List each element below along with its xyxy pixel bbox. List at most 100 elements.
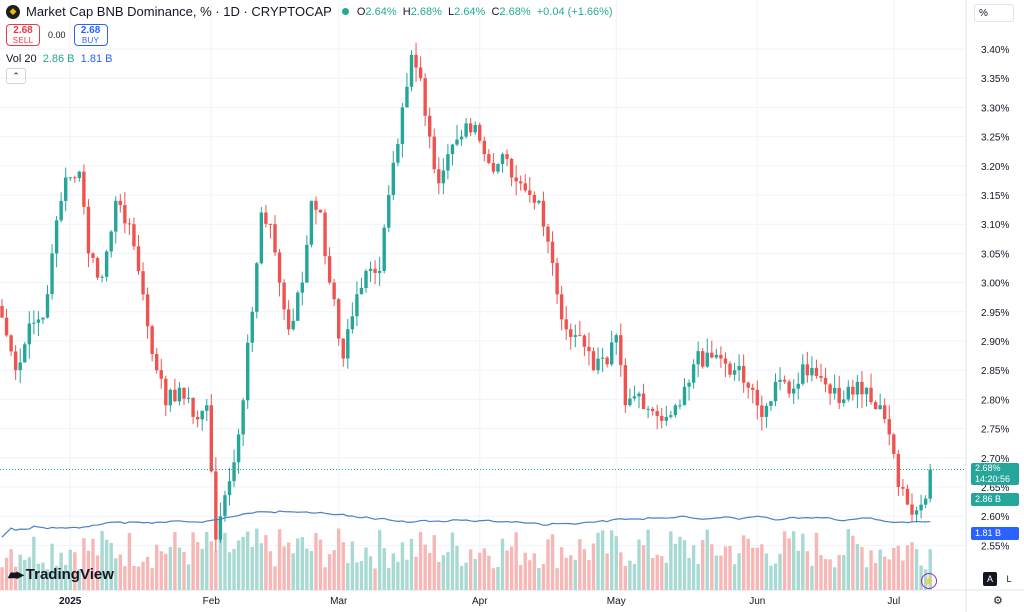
candle-body bbox=[764, 405, 769, 417]
buy-button[interactable]: 2.68 BUY bbox=[73, 24, 108, 46]
candle-body bbox=[751, 387, 755, 390]
last-price-badge: 2.68% 14:20:56 bbox=[971, 463, 1019, 485]
volume-bar bbox=[819, 555, 823, 590]
volume-bar bbox=[64, 564, 68, 590]
candle-body bbox=[377, 270, 382, 273]
volume-bar bbox=[832, 567, 837, 590]
candle-body bbox=[773, 381, 778, 402]
candle-body bbox=[582, 335, 587, 347]
volume-bar bbox=[801, 533, 805, 590]
candle-body bbox=[905, 488, 910, 505]
candle-body bbox=[214, 471, 218, 540]
volume-bar bbox=[346, 563, 350, 590]
volume-bar bbox=[155, 544, 159, 590]
candle-body bbox=[114, 200, 118, 232]
market-status-icon bbox=[341, 8, 349, 15]
volume-bar bbox=[546, 539, 550, 590]
volume-bar bbox=[186, 564, 191, 590]
log-scale-button[interactable]: L bbox=[1006, 574, 1012, 584]
sell-button[interactable]: 2.68 SELL bbox=[6, 24, 40, 46]
candle-body bbox=[828, 384, 832, 394]
volume-bar bbox=[132, 565, 136, 590]
volume-bar bbox=[751, 547, 755, 590]
settings-gear-icon[interactable]: ⚙ bbox=[993, 595, 1003, 607]
volume-bar bbox=[205, 531, 209, 590]
candle-body bbox=[573, 335, 577, 337]
volume-bar bbox=[136, 566, 141, 590]
symbol-title[interactable]: Market Cap BNB Dominance, % · 1D · CRYPT… bbox=[26, 4, 332, 19]
candle-body bbox=[860, 381, 864, 395]
volume-bar bbox=[887, 559, 891, 590]
volume-bar bbox=[641, 545, 646, 590]
candle-body bbox=[473, 124, 477, 133]
candle-body bbox=[250, 311, 254, 343]
volume-bar bbox=[54, 565, 59, 590]
candle-body bbox=[45, 294, 50, 318]
volume-bar bbox=[246, 531, 250, 590]
volume-bar bbox=[605, 553, 609, 590]
x-tick-label: Apr bbox=[472, 596, 488, 607]
volume-bar bbox=[391, 553, 395, 590]
volume-legend: Vol 20 2.86 B 1.81 B bbox=[6, 53, 113, 65]
volume-bar bbox=[141, 561, 145, 590]
candle-body bbox=[191, 397, 195, 417]
candle-body bbox=[487, 154, 491, 163]
volume-bar bbox=[123, 566, 127, 590]
volume-bar bbox=[610, 530, 614, 590]
volume-bar bbox=[364, 547, 368, 590]
x-tick-label: 2025 bbox=[59, 596, 82, 607]
volume-bar bbox=[660, 556, 664, 590]
candle-body bbox=[145, 294, 150, 327]
volume-bar bbox=[878, 549, 882, 590]
volume-bar bbox=[441, 555, 446, 590]
auto-scale-button[interactable]: A bbox=[983, 572, 997, 586]
volume-bar bbox=[100, 531, 104, 590]
candle-body bbox=[832, 387, 837, 394]
volume-bar bbox=[550, 534, 555, 590]
volume-bar bbox=[359, 561, 364, 590]
volume-bar bbox=[400, 542, 405, 590]
volume-bar bbox=[109, 543, 113, 590]
volume-bar bbox=[437, 562, 441, 590]
spread-value: 0.00 bbox=[48, 30, 66, 40]
volume-bar bbox=[418, 531, 423, 590]
volume-bar bbox=[746, 538, 750, 590]
volume-bar bbox=[41, 562, 45, 590]
volume-bar bbox=[232, 548, 236, 590]
scale-mode-selector[interactable]: % bbox=[974, 4, 1014, 22]
y-tick-label: 2.55% bbox=[981, 541, 1009, 552]
volume-bar bbox=[837, 554, 841, 590]
volume-bar bbox=[787, 538, 791, 590]
volume-bar bbox=[264, 535, 268, 590]
candle-body bbox=[464, 123, 468, 137]
candle-body bbox=[637, 393, 641, 397]
candle-body bbox=[892, 434, 896, 454]
collapse-legend-button[interactable]: ⌃ bbox=[6, 68, 26, 84]
candle-body bbox=[500, 154, 505, 165]
candle-body bbox=[182, 387, 186, 399]
candle-body bbox=[100, 276, 104, 278]
candle-body bbox=[673, 405, 678, 416]
volume-bar bbox=[482, 548, 486, 590]
candle-body bbox=[341, 338, 345, 359]
y-tick-label: 2.65% bbox=[981, 483, 1009, 494]
volume-bar bbox=[13, 566, 18, 590]
candle-body bbox=[687, 382, 691, 387]
candle-body bbox=[837, 387, 841, 403]
volume-bar bbox=[614, 536, 618, 590]
volume-bar bbox=[182, 551, 186, 590]
volume-bar bbox=[559, 547, 564, 590]
candle-body bbox=[719, 354, 723, 359]
volume-bar bbox=[332, 550, 336, 590]
tradingview-logo-icon: ▰▸ bbox=[8, 566, 24, 582]
candle-body bbox=[95, 257, 100, 278]
y-tick-label: 3.10% bbox=[981, 220, 1009, 231]
candle-body bbox=[546, 226, 550, 242]
volume-bar bbox=[714, 555, 719, 590]
y-tick-label: 2.85% bbox=[981, 366, 1009, 377]
candle-body bbox=[842, 399, 846, 403]
candle-body bbox=[109, 231, 113, 252]
candle-body bbox=[519, 181, 523, 184]
bolt-icon[interactable]: ⚡ bbox=[921, 573, 937, 589]
